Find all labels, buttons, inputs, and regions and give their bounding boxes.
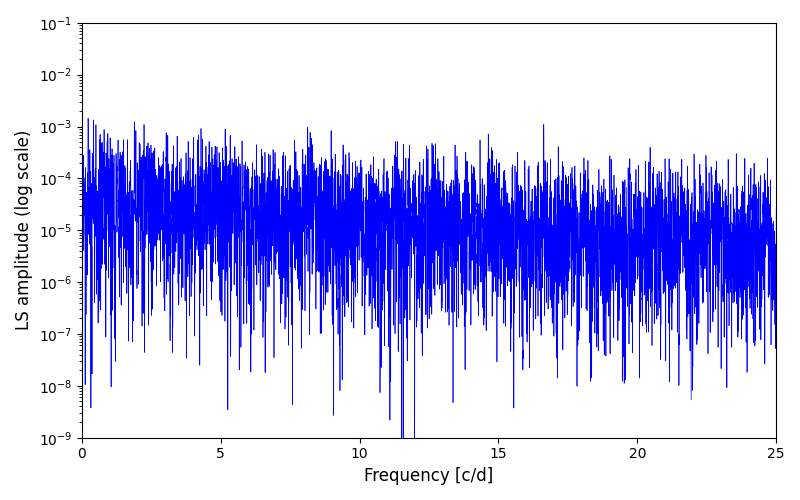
Y-axis label: LS amplitude (log scale): LS amplitude (log scale)	[15, 130, 33, 330]
X-axis label: Frequency [c/d]: Frequency [c/d]	[364, 467, 494, 485]
